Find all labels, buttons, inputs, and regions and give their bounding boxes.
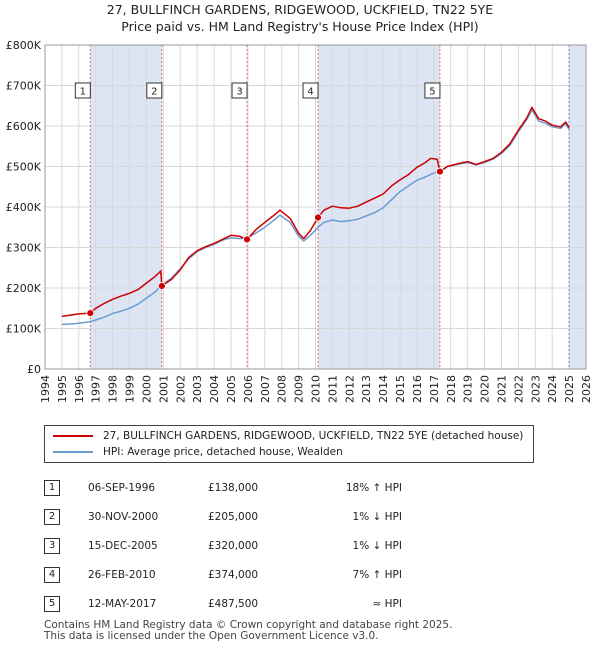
property-price-line bbox=[61, 106, 570, 318]
sales-table: 1 06-SEP-1996 £138,000 18% ↑ HPI 2 30-NO… bbox=[44, 473, 402, 618]
chart-title: 27, BULLFINCH GARDENS, RIDGEWOOD, UCKFIE… bbox=[106, 2, 494, 17]
y-tick-label: £200K bbox=[6, 282, 42, 295]
sale-price: £374,000 bbox=[208, 568, 259, 581]
x-tick-label: 2010 bbox=[310, 375, 323, 403]
sale-hpi-change: ≈ HPI bbox=[372, 597, 402, 610]
x-tick-label: 2018 bbox=[445, 375, 458, 403]
x-tick-label: 2015 bbox=[394, 375, 407, 403]
x-tick-label: 2011 bbox=[326, 375, 339, 403]
legend-swatch-property bbox=[53, 435, 93, 437]
hpi-line bbox=[61, 109, 570, 326]
footer-copyright: Contains HM Land Registry data © Crown c… bbox=[44, 619, 453, 631]
sale-number-badge: 5 bbox=[44, 595, 60, 612]
sale-price: £320,000 bbox=[208, 539, 259, 552]
sale-number-box bbox=[74, 82, 91, 99]
sale-number-box bbox=[231, 82, 248, 99]
sale-point bbox=[314, 213, 322, 222]
x-tick-label: 1998 bbox=[107, 375, 120, 403]
sale-number-box bbox=[146, 82, 163, 99]
sale-price: £487,500 bbox=[208, 597, 259, 610]
x-tick-label: 2003 bbox=[191, 375, 204, 403]
x-tick-label: 1995 bbox=[56, 375, 69, 403]
x-tick-label: 2021 bbox=[495, 375, 508, 403]
sale-number-box bbox=[424, 82, 441, 99]
sale-number-badge: 4 bbox=[44, 566, 60, 583]
x-tick-label: 2016 bbox=[411, 375, 424, 403]
x-tick-label: 2023 bbox=[529, 375, 542, 403]
x-tick-label: 2002 bbox=[174, 375, 187, 403]
sale-point bbox=[243, 235, 251, 244]
legend-label-hpi: HPI: Average price, detached house, Weal… bbox=[103, 446, 343, 458]
x-tick-label: 2017 bbox=[428, 375, 441, 403]
table-row: 2 30-NOV-2000 £205,000 1% ↓ HPI bbox=[44, 502, 402, 531]
x-tick-label: 2000 bbox=[140, 375, 153, 403]
sale-price: £205,000 bbox=[208, 510, 259, 523]
sale-hpi-change: 7% ↑ HPI bbox=[352, 568, 402, 581]
sale-date: 26-FEB-2010 bbox=[88, 568, 156, 581]
sale-number-box bbox=[302, 82, 319, 99]
y-tick-label: £100K bbox=[6, 323, 42, 336]
x-tick-label: 1999 bbox=[124, 375, 137, 403]
y-tick-label: £400K bbox=[6, 201, 42, 214]
x-tick-label: 2024 bbox=[546, 375, 559, 403]
table-row: 4 26-FEB-2010 £374,000 7% ↑ HPI bbox=[44, 560, 402, 589]
legend-entry-property: 27, BULLFINCH GARDENS, RIDGEWOOD, UCKFIE… bbox=[53, 428, 523, 444]
x-tick-label: 2013 bbox=[360, 375, 373, 403]
x-tick-label: 2004 bbox=[208, 375, 221, 403]
sale-number-badge: 3 bbox=[44, 537, 60, 554]
sale-date: 15-DEC-2005 bbox=[88, 539, 158, 552]
x-tick-label: 1997 bbox=[90, 375, 103, 403]
x-tick-label: 1996 bbox=[73, 375, 86, 403]
y-tick-label: £500K bbox=[6, 161, 42, 174]
sale-number-label: 4 bbox=[307, 87, 313, 98]
x-tick-label: 2001 bbox=[157, 375, 170, 403]
x-tick-label: 2006 bbox=[242, 375, 255, 403]
sale-number-label: 5 bbox=[429, 87, 435, 98]
legend-label-property: 27, BULLFINCH GARDENS, RIDGEWOOD, UCKFIE… bbox=[103, 430, 524, 442]
price-chart: 1 2 3 4 5 £0 £100K £200K £300K £400K £500K £600K £70… bbox=[6, 39, 593, 403]
sale-number-label: 3 bbox=[236, 87, 242, 98]
chart-subtitle: Price paid vs. HM Land Registry's House … bbox=[121, 19, 479, 34]
table-row: 5 12-MAY-2017 £487,500 ≈ HPI bbox=[44, 589, 402, 618]
sale-number-label: 2 bbox=[151, 87, 157, 98]
sale-point bbox=[157, 282, 166, 290]
chart-legend: 27, BULLFINCH GARDENS, RIDGEWOOD, UCKFIE… bbox=[44, 425, 534, 463]
x-tick-label: 2026 bbox=[580, 375, 593, 403]
table-row: 1 06-SEP-1996 £138,000 18% ↑ HPI bbox=[44, 473, 402, 502]
x-tick-label: 2012 bbox=[343, 375, 356, 403]
sale-number-badge: 2 bbox=[44, 508, 60, 525]
x-tick-label: 2009 bbox=[293, 375, 306, 403]
table-row: 3 15-DEC-2005 £320,000 1% ↓ HPI bbox=[44, 531, 402, 560]
y-tick-label: £0 bbox=[27, 363, 41, 376]
x-tick-label: 2020 bbox=[479, 375, 492, 403]
legend-entry-hpi: HPI: Average price, detached house, Weal… bbox=[53, 444, 343, 460]
y-tick-label: £700K bbox=[6, 80, 42, 93]
sale-price: £138,000 bbox=[208, 481, 259, 494]
sale-hpi-change: 1% ↓ HPI bbox=[352, 510, 402, 523]
sale-point bbox=[86, 309, 95, 318]
sale-number-label: 1 bbox=[80, 87, 86, 98]
sale-hpi-change: 18% ↑ HPI bbox=[345, 481, 402, 494]
legend-swatch-hpi bbox=[53, 451, 93, 453]
sale-number-badge: 1 bbox=[44, 479, 60, 496]
sale-date: 12-MAY-2017 bbox=[88, 597, 157, 610]
plot-frame bbox=[44, 44, 587, 370]
x-tick-label: 2008 bbox=[276, 375, 289, 403]
x-tick-label: 2014 bbox=[377, 375, 390, 403]
x-tick-label: 2005 bbox=[225, 375, 238, 403]
x-tick-label: 2022 bbox=[512, 375, 525, 403]
x-tick-label: 2025 bbox=[563, 375, 576, 403]
y-tick-label: £600K bbox=[6, 120, 42, 133]
sale-hpi-change: 1% ↓ HPI bbox=[352, 539, 402, 552]
sale-date: 06-SEP-1996 bbox=[88, 481, 156, 494]
y-tick-label: £300K bbox=[6, 242, 42, 255]
sale-date: 30-NOV-2000 bbox=[88, 510, 159, 523]
x-tick-label: 2007 bbox=[259, 375, 272, 403]
x-tick-label: 1994 bbox=[39, 375, 52, 403]
footer-licence: This data is licensed under the Open Gov… bbox=[44, 630, 379, 642]
sale-point bbox=[436, 167, 444, 176]
y-tick-label: £800K bbox=[6, 39, 42, 52]
x-tick-label: 2019 bbox=[462, 375, 475, 403]
